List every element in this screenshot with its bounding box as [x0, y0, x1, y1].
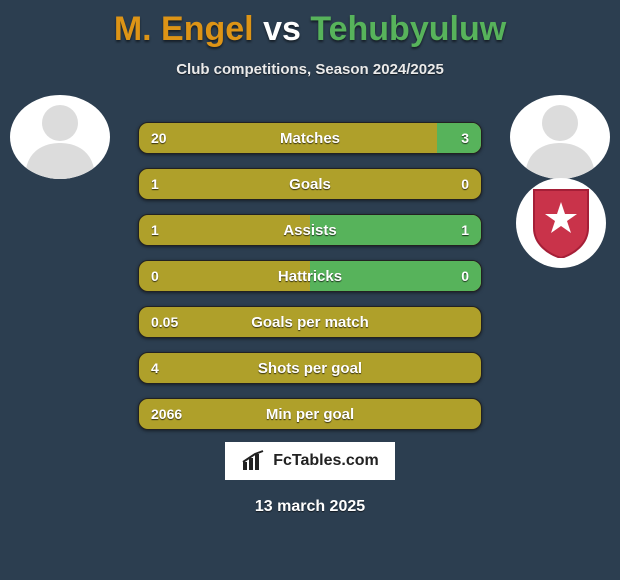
branding-text: FcTables.com: [273, 452, 379, 470]
stat-bars: 20Matches31Goals01Assists10Hattricks00.0…: [138, 122, 482, 444]
player2-name: Tehubyuluw: [310, 10, 506, 48]
vs-text: vs: [263, 10, 301, 48]
stat-label: Assists: [139, 215, 481, 245]
player1-name: M. Engel: [114, 10, 254, 48]
stat-label: Min per goal: [139, 399, 481, 429]
stat-value-right: 0: [461, 261, 469, 291]
stat-bar: 4Shots per goal: [138, 352, 482, 384]
stat-bar: 1Assists1: [138, 214, 482, 246]
stat-label: Goals: [139, 169, 481, 199]
stat-label: Shots per goal: [139, 353, 481, 383]
branding-box: FcTables.com: [225, 442, 395, 480]
stat-value-right: 1: [461, 215, 469, 245]
stat-label: Goals per match: [139, 307, 481, 337]
player2-avatar: [510, 95, 610, 179]
club-shield-icon: [530, 188, 592, 258]
fctables-logo-icon: [241, 450, 267, 472]
stat-value-right: 3: [461, 123, 469, 153]
stat-bar: 1Goals0: [138, 168, 482, 200]
person-silhouette-icon: [10, 95, 110, 179]
stat-bar: 0Hattricks0: [138, 260, 482, 292]
stat-label: Hattricks: [139, 261, 481, 291]
comparison-title: M. Engel vs Tehubyuluw: [0, 0, 620, 49]
date-text: 13 march 2025: [0, 498, 620, 516]
stat-label: Matches: [139, 123, 481, 153]
stat-bar: 0.05Goals per match: [138, 306, 482, 338]
stat-bar: 2066Min per goal: [138, 398, 482, 430]
stat-bar: 20Matches3: [138, 122, 482, 154]
subtitle: Club competitions, Season 2024/2025: [0, 61, 620, 78]
player1-avatar: [10, 95, 110, 179]
person-silhouette-icon: [510, 95, 610, 179]
stat-value-right: 0: [461, 169, 469, 199]
player2-club-badge: [516, 178, 606, 268]
